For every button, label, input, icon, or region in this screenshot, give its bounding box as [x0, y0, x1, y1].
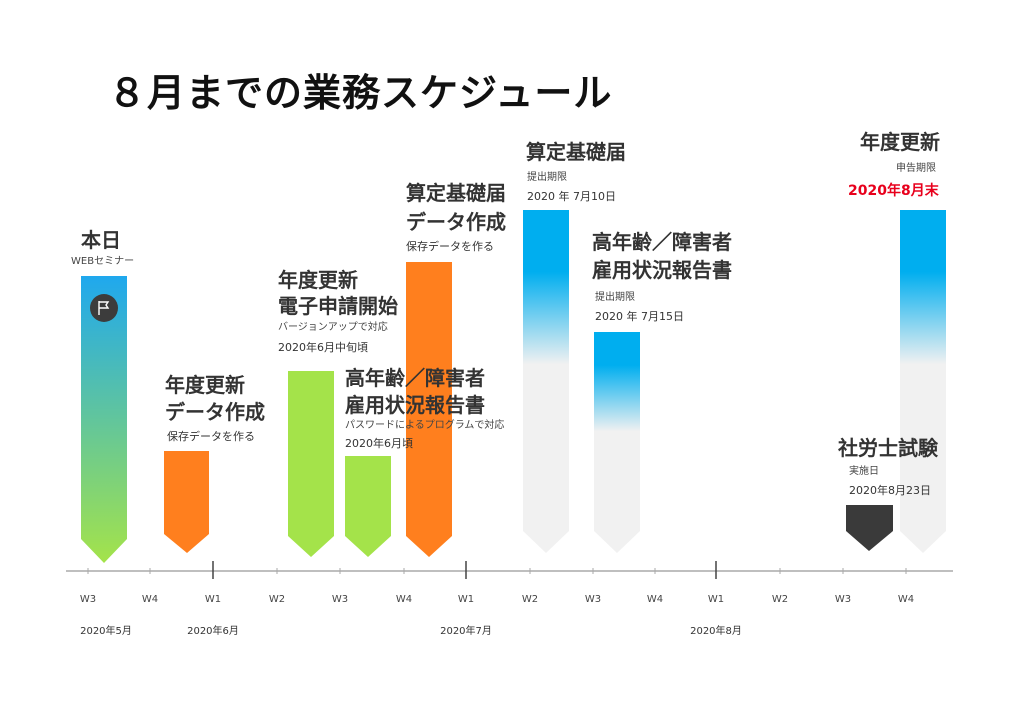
month-label: 2020年8月	[690, 624, 742, 637]
page-title: ８月までの業務スケジュール	[108, 71, 613, 115]
update-deadline-sub1: 申告期限	[896, 163, 936, 174]
today-sub: WEBセミナー	[71, 256, 135, 267]
elderly-report-sub1: パスワードによるプログラムで対応	[345, 420, 505, 431]
update-e-app-sub2: 2020年6月中旬頃	[278, 341, 368, 354]
week-label: W1	[458, 594, 474, 605]
week-label: W3	[835, 594, 851, 605]
elderly-deadline-line1: 高年齢／障害者	[592, 230, 732, 254]
santei-deadline-bar	[523, 210, 569, 553]
update-data-sub: 保存データを作る	[167, 430, 255, 443]
update-e-app-line2: 電子申請開始	[278, 294, 398, 318]
update-data-line1: 年度更新	[165, 373, 245, 397]
week-label: W4	[396, 594, 412, 605]
santei-data-bar	[406, 262, 452, 557]
elderly-report-bar-1	[345, 456, 391, 557]
sharoushi-exam-sub2: 2020年8月23日	[849, 484, 931, 497]
axis-ticks	[87, 561, 907, 579]
week-label: W2	[522, 594, 538, 605]
month-label: 2020年7月	[440, 624, 492, 637]
today-title: 本日	[81, 228, 121, 252]
update-deadline-date: 2020年8月末	[848, 183, 939, 199]
week-label: W1	[205, 594, 221, 605]
week-label: W3	[80, 594, 96, 605]
week-label: W2	[269, 594, 285, 605]
elderly-deadline-line2: 雇用状況報告書	[592, 258, 732, 282]
santei-data-line2: データ作成	[406, 210, 506, 234]
elderly-report-deadline-bar	[594, 332, 640, 553]
elderly-report-line1: 高年齢／障害者	[345, 366, 485, 390]
week-label: W1	[708, 594, 724, 605]
sharoushi-exam-bar	[846, 505, 893, 551]
week-label: W4	[898, 594, 914, 605]
month-label: 2020年5月	[80, 624, 132, 637]
week-label: W2	[772, 594, 788, 605]
month-labels: 2020年5月 2020年6月 2020年7月 2020年8月	[80, 624, 742, 637]
flag-icon	[98, 301, 110, 315]
update-e-app-line1: 年度更新	[278, 268, 358, 292]
update-deadline-bar	[900, 210, 946, 553]
update-deadline-title: 年度更新	[860, 130, 940, 154]
santei-data-sub: 保存データを作る	[406, 240, 494, 253]
elderly-deadline-sub1: 提出期限	[595, 292, 635, 303]
update-data-bar-1	[164, 451, 209, 553]
week-labels: W3 W4 W1 W2 W3 W4 W1 W2 W3 W4 W1 W2 W3 W4	[80, 594, 914, 605]
update-e-app-bar	[288, 371, 334, 557]
sharoushi-exam-title: 社労士試験	[838, 436, 938, 460]
sharoushi-exam-sub1: 実施日	[849, 466, 879, 477]
elderly-deadline-sub2: 2020 年 7月15日	[595, 310, 684, 323]
update-data-line2: データ作成	[165, 400, 265, 424]
santei-deadline-sub2: 2020 年 7月10日	[527, 190, 616, 203]
santei-deadline-sub1: 提出期限	[527, 172, 567, 183]
santei-deadline-title: 算定基礎届	[526, 140, 626, 164]
week-label: W3	[332, 594, 348, 605]
update-e-app-sub1: バージョンアップで対応	[278, 322, 388, 333]
week-label: W4	[647, 594, 663, 605]
week-label: W4	[142, 594, 158, 605]
santei-data-line1: 算定基礎届	[406, 181, 506, 205]
month-label: 2020年6月	[187, 624, 239, 637]
elderly-report-line2: 雇用状況報告書	[345, 393, 485, 417]
today-bar	[81, 276, 127, 563]
week-label: W3	[585, 594, 601, 605]
elderly-report-sub2: 2020年6月頃	[345, 437, 413, 450]
